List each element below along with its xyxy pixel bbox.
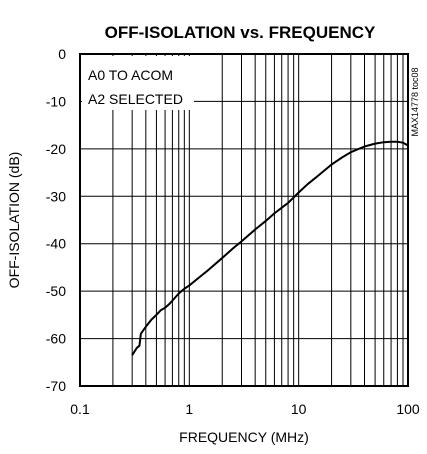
annotation-line-2: A2 SELECTED	[88, 91, 183, 107]
x-axis-label: FREQUENCY (MHz)	[179, 429, 309, 445]
x-tick-labels: 0.1 1 10 100	[70, 401, 420, 417]
annotation-box: A0 TO ACOM A2 SELECTED	[82, 56, 194, 110]
annotation-line-1: A0 TO ACOM	[88, 67, 173, 83]
y-tick-label: -70	[46, 378, 66, 394]
y-tick-label: 0	[58, 46, 66, 62]
y-tick-label: -20	[46, 141, 66, 157]
series-line	[131, 140, 409, 356]
y-tick-label: -60	[46, 331, 66, 347]
y-tick-label: -40	[46, 236, 66, 252]
y-tick-label: -30	[46, 188, 66, 204]
x-tick-label: 10	[291, 401, 307, 417]
x-tick-label: 100	[396, 401, 420, 417]
annotation-background	[82, 56, 194, 110]
x-tick-label: 0.1	[70, 401, 90, 417]
chart-title: OFF-ISOLATION vs. FREQUENCY	[105, 23, 376, 42]
x-tick-label: 1	[185, 401, 193, 417]
y-tick-label: -10	[46, 93, 66, 109]
y-axis-label: OFF-ISOLATION (dB)	[6, 152, 22, 289]
plot-frame	[79, 53, 409, 387]
y-tick-labels: 0 -10 -20 -30 -40 -50 -60 -70	[46, 46, 66, 394]
y-tick-label: -50	[46, 283, 66, 299]
figure-id-label: MAX14778 toc08	[410, 67, 420, 136]
